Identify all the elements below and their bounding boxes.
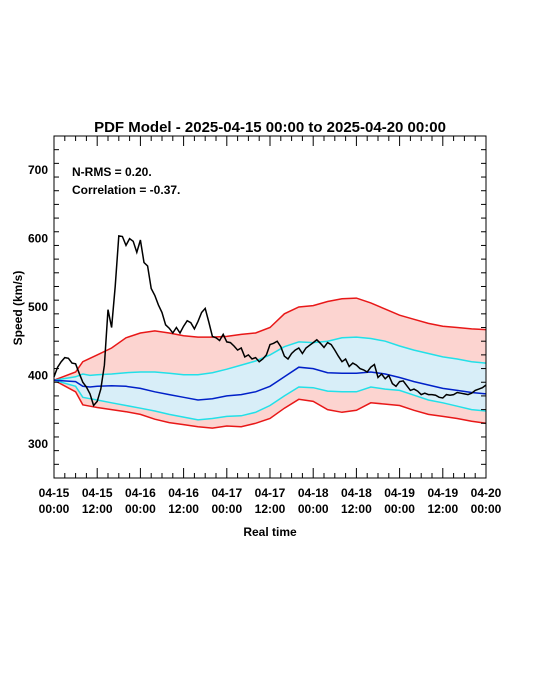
x-tick-label-date: 04-18 xyxy=(341,486,372,500)
x-tick-label-time: 00:00 xyxy=(298,502,329,516)
x-tick-label-time: 00:00 xyxy=(384,502,415,516)
x-tick-label-time: 12:00 xyxy=(168,502,199,516)
x-axis-label: Real time xyxy=(243,525,297,539)
chart-title: PDF Model - 2025-04-15 00:00 to 2025-04-… xyxy=(94,119,446,136)
x-tick-label-time: 12:00 xyxy=(82,502,113,516)
x-tick-label-date: 04-16 xyxy=(125,486,156,500)
y-tick-label: 400 xyxy=(28,368,48,382)
x-tick-label-date: 04-15 xyxy=(39,486,70,500)
y-tick-label: 300 xyxy=(28,437,48,451)
x-tick-label-date: 04-15 xyxy=(82,486,113,500)
x-tick-label-time: 00:00 xyxy=(471,502,502,516)
x-tick-label-time: 00:00 xyxy=(39,502,70,516)
x-tick-label-time: 00:00 xyxy=(125,502,156,516)
nrms-annotation: N-RMS = 0.20. xyxy=(72,165,152,179)
x-tick-label-date: 04-19 xyxy=(384,486,415,500)
x-tick-label-date: 04-16 xyxy=(168,486,199,500)
y-tick-label: 700 xyxy=(28,163,48,177)
plot-area xyxy=(53,235,487,429)
observed-series-line xyxy=(53,235,487,408)
x-tick-label-date: 04-19 xyxy=(427,486,458,500)
outer-lower-series-line xyxy=(53,379,487,429)
x-tick-label-time: 00:00 xyxy=(211,502,242,516)
y-axis-label: Speed (km/s) xyxy=(11,271,25,346)
x-tick-label-time: 12:00 xyxy=(427,502,458,516)
x-tick-label-date: 04-17 xyxy=(255,486,286,500)
x-tick-label-date: 04-20 xyxy=(471,486,502,500)
x-tick-label-date: 04-18 xyxy=(298,486,329,500)
y-tick-label: 500 xyxy=(28,300,48,314)
median-series-line xyxy=(53,366,487,401)
x-tick-label-time: 12:00 xyxy=(255,502,286,516)
y-tick-label: 600 xyxy=(28,232,48,246)
x-tick-label-date: 04-17 xyxy=(211,486,242,500)
correlation-annotation: Correlation = -0.37. xyxy=(72,183,180,197)
inner-lower-series-line xyxy=(53,379,487,421)
y-tick-labels: 300 400 500 600 700 xyxy=(28,163,48,451)
axes xyxy=(53,135,487,479)
outer-upper-series-line xyxy=(53,297,487,381)
x-tick-labels: 04-15 00:00 04-15 12:00 04-16 00:00 04-16 12:00… xyxy=(39,486,502,516)
x-tick-label-time: 12:00 xyxy=(341,502,372,516)
inner-band-fill xyxy=(54,337,486,420)
